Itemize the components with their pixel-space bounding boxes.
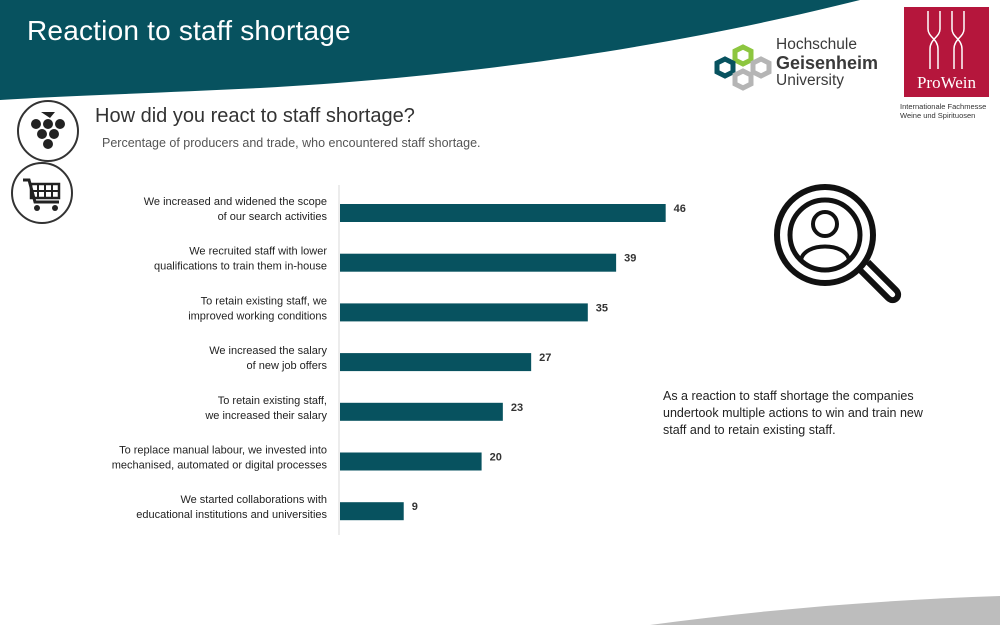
bottles-icon: [927, 11, 965, 69]
bottom-swoosh: [650, 596, 1000, 625]
category-label-line: We increased the salary: [209, 345, 327, 357]
category-label-1: We increased and widened the scope of our…: [144, 196, 328, 223]
cart-badge: [11, 162, 73, 224]
value-label-2: 39: [624, 253, 636, 265]
bar-7: [340, 502, 404, 521]
hochschule-line-2: Geisenheim: [776, 53, 879, 73]
category-label-3: To retain existing staff, we improved wor…: [188, 295, 327, 322]
category-label-line: We increased and widened the scope: [144, 196, 327, 208]
value-label-1: 46: [674, 203, 686, 215]
shopping-cart-icon: [23, 178, 61, 211]
category-label-5: To retain existing staff, we increased th…: [204, 395, 327, 422]
prowein-subtitle-line-1: Internationale Fachmesse: [900, 102, 987, 111]
prowein-subtitle-line-2: Weine und Spirituosen: [900, 111, 976, 120]
category-label-line: We started collaborations with: [180, 494, 327, 506]
bar-4: [340, 353, 532, 372]
value-label-5: 23: [511, 402, 523, 414]
prowein-subtitle: Internationale Fachmesse Weine und Spiri…: [900, 102, 1000, 120]
grapes-icon: [31, 112, 65, 149]
hochschule-line-3: University: [776, 72, 845, 89]
category-label-line: mechanised, automated or digital process…: [112, 460, 328, 472]
bar-5: [340, 402, 503, 421]
hochschule-logo-icon: [714, 44, 772, 91]
question-title: How did you react to staff shortage?: [95, 105, 415, 127]
value-label-7: 9: [412, 501, 418, 513]
category-label-6: To replace manual labour, we invested in…: [112, 445, 328, 472]
category-label-line: We recruited staff with lower: [189, 246, 327, 258]
bar-2: [340, 253, 617, 272]
hochschule-line-1: Hochschule: [776, 36, 857, 53]
category-label-line: of new job offers: [246, 360, 327, 372]
category-label-line: of our search activities: [218, 211, 328, 223]
bar-6: [340, 452, 482, 471]
chart-marks: 46 We increased and widened the scope of o…: [112, 196, 686, 521]
summary-note: As a reaction to staff shortage the comp…: [663, 389, 923, 437]
category-label-7: We started collaborations with educationa…: [136, 494, 327, 521]
page-title: Reaction to staff shortage: [27, 15, 351, 46]
category-label-line: To retain existing staff,: [218, 395, 327, 407]
value-label-6: 20: [490, 452, 502, 464]
grapes-badge: [17, 100, 79, 162]
header-band-shape: [0, 0, 860, 100]
category-label-line: To replace manual labour, we invested in…: [119, 445, 327, 457]
question-subtitle: Percentage of producers and trade, who e…: [102, 136, 481, 150]
value-label-3: 35: [596, 302, 608, 314]
category-label-line: qualifications to train them in-house: [154, 261, 327, 273]
person-search-icon: [774, 184, 902, 304]
bar-3: [340, 303, 588, 322]
category-label-2: We recruited staff with lower qualificati…: [154, 246, 327, 273]
hochschule-name: Hochschule Geisenheim University: [776, 36, 878, 90]
prowein-logo: ProWein: [904, 7, 989, 97]
bar-chart: 46 We increased and widened the scope of o…: [112, 185, 686, 535]
category-label-4: We increased the salary of new job offers: [209, 345, 327, 372]
category-label-line: educational institutions and universitie…: [136, 509, 327, 521]
category-label-line: improved working conditions: [188, 310, 327, 322]
bar-1: [340, 204, 666, 222]
value-label-4: 27: [539, 352, 551, 364]
header-band: [0, 0, 860, 100]
prowein-text: ProWein: [916, 73, 977, 92]
category-label-line: we increased their salary: [204, 410, 327, 422]
category-label-line: To retain existing staff, we: [201, 295, 327, 307]
